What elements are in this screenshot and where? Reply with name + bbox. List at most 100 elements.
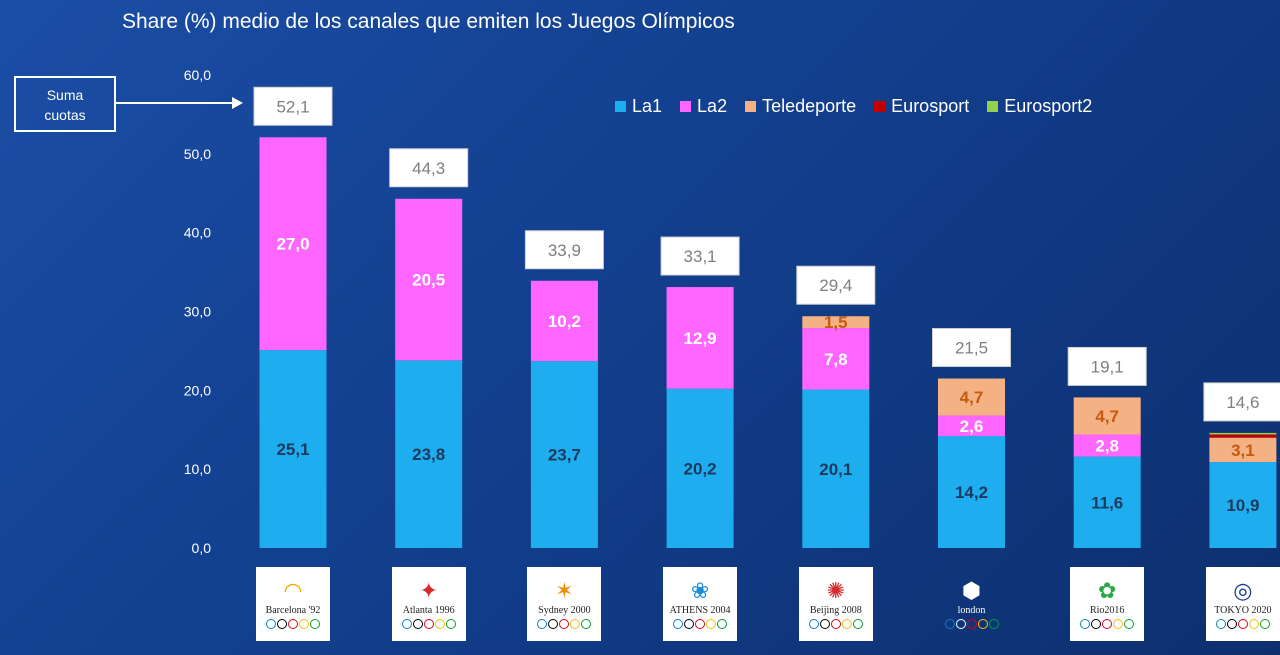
legend-label-eurosport: Eurosport [891, 96, 970, 116]
legend-item-la1: La1 [615, 96, 662, 117]
legend-item-la2: La2 [680, 96, 727, 117]
data-label-la2: 2,6 [960, 417, 984, 436]
beijing-2008-logo: ✺ Beijing 2008 [798, 567, 873, 641]
olympic-rings-icon [808, 619, 863, 629]
sydney-2000-emblem-icon: ✶ [555, 578, 574, 603]
london-2012-logo: ⬢ london [935, 567, 1009, 641]
legend-swatch-eurosport [874, 101, 886, 112]
barcelona-92-logo: ◠ Barcelona '92 [256, 567, 330, 641]
total-box [1067, 346, 1147, 386]
bar-segment-la2 [938, 415, 1005, 437]
total-box [524, 230, 604, 270]
bar-segment-la1 [530, 361, 598, 548]
logo-caption: TOKYO 2020 [1214, 605, 1272, 616]
sydney-2000-logo: ✶ Sydney 2000 [527, 567, 602, 641]
logo-caption: Sydney 2000 [538, 605, 591, 616]
bar-segment-teledeporte [1209, 437, 1277, 463]
data-label-la2: 2,8 [1095, 437, 1119, 456]
chart-legend: La1 La2 Teledeporte Eurosport Eurosport2 [615, 96, 1092, 117]
legend-label-la2: La2 [697, 96, 728, 116]
data-label-la1: 25,1 [276, 440, 309, 459]
y-tick-label: 0,0 [192, 540, 212, 556]
atlanta-1996-logo: ✦ Atlanta 1996 [391, 567, 466, 641]
bar-segment-la2 [395, 198, 463, 361]
bar-segment-teledeporte [938, 378, 1005, 416]
suma-cuotas-annotation: Suma cuotas [14, 76, 116, 132]
logo-caption: ATHENS 2004 [669, 605, 731, 616]
olympic-rings-icon [673, 619, 728, 629]
data-label-la1: 20,1 [819, 460, 852, 479]
logo-caption: Rio2016 [1089, 605, 1125, 616]
y-tick-label: 50,0 [184, 146, 211, 162]
data-label-la2: 10,2 [548, 312, 581, 331]
y-tick-label: 30,0 [184, 304, 211, 320]
y-tick-label: 60,0 [184, 67, 211, 83]
legend-label-eurosport2: Eurosport2 [1004, 96, 1093, 116]
total-label: 52,1 [276, 97, 309, 116]
annotation-arrow-head-icon [232, 97, 243, 109]
total-label: 44,3 [412, 159, 445, 178]
suma-label-line2: cuotas [44, 107, 86, 123]
legend-swatch-teledeporte [745, 101, 757, 112]
total-box [1203, 382, 1280, 422]
total-label: 21,5 [955, 339, 988, 358]
data-label-la2: 7,8 [824, 350, 848, 369]
data-label-la1: 20,2 [684, 459, 717, 478]
logo-caption: Beijing 2008 [809, 605, 862, 616]
logo-caption: Atlanta 1996 [402, 605, 455, 616]
data-label-la1: 11,6 [1091, 493, 1123, 512]
legend-swatch-eurosport2 [987, 101, 999, 112]
total-box [253, 86, 333, 126]
legend-label-teledeporte: Teledeporte [762, 96, 857, 116]
bar-segment-la1 [259, 350, 327, 548]
bar-segment-la2 [666, 287, 734, 389]
legend-item-eurosport: Eurosport [874, 96, 969, 117]
legend-swatch-la2 [680, 101, 692, 112]
logo-caption: london [957, 605, 986, 616]
data-label-teledeporte: 4,7 [1095, 407, 1119, 426]
bar-segment-la1 [1073, 456, 1141, 548]
legend-item-eurosport2: Eurosport2 [987, 96, 1092, 117]
y-tick-label: 10,0 [184, 461, 211, 477]
olympic-rings-icon [266, 619, 320, 629]
olympic-rings-icon [1215, 619, 1270, 629]
suma-label-line1: Suma [46, 87, 84, 103]
olympic-rings-icon [1080, 619, 1135, 629]
olympic-rings-icon [944, 619, 999, 629]
total-box [660, 236, 740, 276]
annotation-arrow-line [116, 102, 236, 104]
y-tick-label: 20,0 [184, 382, 211, 398]
bar-segment-la1 [1209, 462, 1277, 548]
athens-2004-emblem-icon: ❀ [690, 578, 710, 603]
rio-2016-logo: ✿ Rio2016 [1070, 567, 1145, 641]
total-box [389, 148, 469, 188]
data-label-la1: 23,7 [548, 446, 581, 465]
total-label: 29,4 [819, 276, 852, 295]
total-box [932, 328, 1011, 368]
atlanta-1996-emblem-icon: ✦ [419, 578, 438, 603]
bar-segment-la1 [666, 388, 734, 548]
legend-swatch-la1 [615, 101, 626, 112]
bar-segment-eurosport [1209, 434, 1277, 438]
bar-segment-la1 [802, 389, 870, 548]
olympic-rings-icon [401, 619, 456, 629]
bar-segment-la1 [395, 360, 463, 548]
total-box [796, 265, 876, 305]
barcelona-92-emblem-icon: ◠ [283, 578, 303, 603]
london-2012-emblem-icon: ⬢ [961, 578, 982, 603]
bar-segment-teledeporte [802, 316, 870, 329]
total-label: 33,9 [548, 241, 581, 260]
tokyo-2020-emblem-icon: ◎ [1233, 578, 1253, 603]
y-tick-label: 40,0 [184, 225, 211, 241]
data-label-teledeporte: 1,5 [824, 313, 848, 332]
olympic-rings-icon [537, 619, 592, 629]
rio-2016-emblem-icon: ✿ [1097, 578, 1117, 603]
data-label-la2: 20,5 [412, 271, 445, 290]
beijing-2008-emblem-icon: ✺ [826, 578, 846, 603]
bar-segment-la2 [802, 328, 870, 390]
bar-segment-teledeporte [1073, 397, 1141, 435]
data-label-teledeporte: 4,7 [960, 388, 984, 407]
legend-item-teledeporte: Teledeporte [745, 96, 856, 117]
total-label: 19,1 [1091, 357, 1124, 376]
